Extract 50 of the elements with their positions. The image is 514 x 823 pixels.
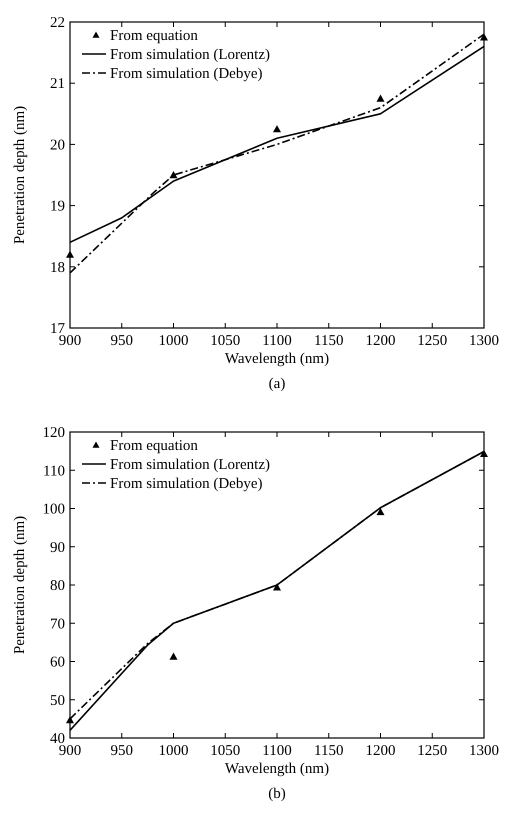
text: (a)	[268, 376, 286, 392]
x-tick-label: 900	[58, 743, 82, 759]
x-tick-label: 950	[110, 333, 133, 349]
point	[273, 125, 281, 132]
point	[376, 94, 384, 102]
y-tick-label: 20	[50, 137, 65, 154]
point	[170, 652, 178, 660]
y-tick-label: 90	[50, 540, 65, 556]
x-tick-label: 1200	[366, 743, 396, 759]
text: (b)	[268, 786, 286, 802]
y-tick-label: 70	[50, 616, 65, 632]
x-tick-label: 1150	[314, 333, 344, 349]
x-tick-label: 1100	[262, 333, 292, 349]
x-tick-label: 1300	[469, 333, 499, 349]
x-tick-label: 1250	[417, 333, 448, 349]
point	[376, 508, 384, 516]
legend-label: From simulation (Lorentz)	[110, 47, 270, 63]
y-tick-label: 120	[42, 425, 65, 441]
x-axis-title: Wavelength (nm)	[224, 351, 330, 367]
y-axis-title: Penetration depth (nm)	[12, 106, 28, 244]
y-tick-label: 100	[42, 502, 65, 518]
y-tick-label: 21	[50, 76, 65, 92]
legend-label: From simulation (Debye)	[110, 476, 262, 492]
x-tick-label: 1000	[158, 333, 188, 349]
legend-label: From simulation (Debye)	[110, 66, 262, 82]
x-tick-label: 1200	[366, 333, 396, 349]
x-axis-title: Wavelength (nm)	[224, 761, 330, 777]
x-tick-label: 1250	[417, 743, 448, 759]
x-tick-label: 950	[110, 743, 133, 759]
x-tick-label: 1050	[210, 333, 240, 349]
x-tick-label: 1050	[210, 743, 240, 759]
y-tick-label: 110	[43, 463, 65, 480]
x-tick-label: 1000	[158, 743, 188, 759]
y-tick-label: 80	[50, 578, 65, 594]
x-tick-label: 1300	[469, 743, 499, 759]
point	[480, 33, 488, 40]
y-axis-title: Penetration depth (nm)	[12, 516, 28, 654]
y-tick-label: 50	[50, 692, 65, 709]
y-tick-label: 18	[50, 260, 65, 276]
legend-label: From equation	[110, 28, 198, 44]
point	[66, 250, 74, 258]
legend-label: From equation	[110, 438, 198, 454]
y-tick-label: 60	[50, 654, 65, 670]
y-tick-label: 22	[50, 15, 65, 31]
x-tick-label: 1150	[314, 743, 344, 759]
x-tick-label: 900	[58, 333, 82, 349]
point	[480, 450, 488, 458]
y-tick-label: 19	[50, 198, 65, 215]
legend-label: From simulation (Lorentz)	[110, 457, 270, 473]
x-tick-label: 1100	[262, 743, 292, 759]
